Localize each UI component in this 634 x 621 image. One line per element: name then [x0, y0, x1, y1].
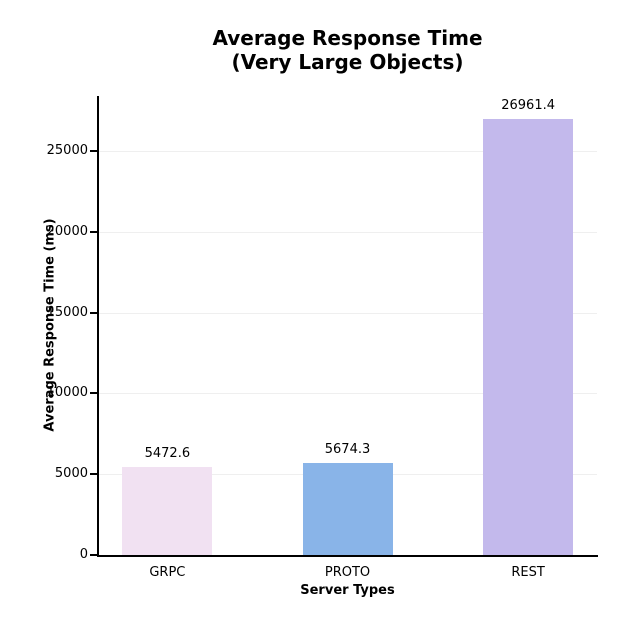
y-tick-label: 0 — [79, 547, 88, 562]
bar-value-label: 5472.6 — [144, 445, 191, 461]
y-tick-label: 25000 — [46, 142, 88, 158]
gridline — [98, 231, 597, 233]
chart-title-line2: (Very Large Objects) — [231, 50, 464, 74]
y-tick-mark — [90, 149, 97, 152]
x-tick-label: PROTO — [324, 565, 371, 580]
y-tick-label: 15000 — [46, 304, 88, 320]
y-tick-label: 20000 — [46, 223, 88, 239]
y-tick-label: 10000 — [46, 385, 88, 401]
bar-proto — [302, 463, 393, 555]
gridline — [98, 312, 597, 314]
gridline — [98, 393, 597, 395]
y-tick-mark — [90, 554, 97, 556]
bar-value-label: 26961.4 — [501, 98, 555, 114]
x-axis-spine — [97, 555, 598, 557]
y-axis-spine — [97, 96, 99, 557]
bar-grpc — [122, 466, 213, 555]
x-tick-label: REST — [511, 565, 545, 580]
gridline — [98, 150, 597, 152]
y-tick-mark — [90, 311, 97, 314]
chart-title: Average Response Time (Very Large Object… — [98, 26, 597, 74]
y-tick-mark — [90, 392, 97, 395]
bar-rest — [483, 119, 574, 555]
x-axis-title: Server Types — [300, 583, 395, 598]
y-tick-label: 5000 — [54, 466, 88, 482]
bar-value-label: 5674.3 — [324, 442, 371, 458]
y-tick-mark — [90, 230, 97, 233]
x-tick-label: GRPC — [149, 565, 186, 580]
chart-title-line1: Average Response Time — [212, 26, 483, 50]
y-tick-mark — [90, 473, 97, 476]
plot-area: 5472.6 5674.3 26961.4 — [98, 96, 597, 555]
